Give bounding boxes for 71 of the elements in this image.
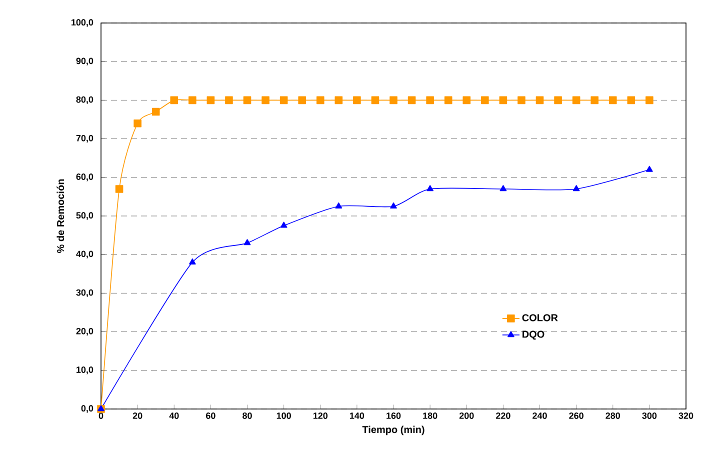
point <box>646 166 653 172</box>
x-tick-label: 320 <box>678 412 694 419</box>
point <box>554 96 562 104</box>
x-tick-label: 100 <box>276 412 291 419</box>
point <box>444 96 452 104</box>
point <box>316 96 324 104</box>
x-tick-label: 120 <box>313 412 328 419</box>
point <box>426 96 434 104</box>
point <box>390 96 398 104</box>
point <box>371 96 380 104</box>
y-tick-label: 20,0 <box>76 328 94 336</box>
y-tick-label: 30,0 <box>76 289 94 298</box>
point <box>572 96 580 104</box>
point <box>627 96 636 104</box>
legend-label: COLOR <box>522 314 558 322</box>
point <box>590 96 598 104</box>
x-tick-label: 280 <box>606 412 620 419</box>
point <box>206 96 215 104</box>
point <box>244 239 251 246</box>
point <box>225 96 233 104</box>
point <box>426 185 434 192</box>
y-tick-label: 80,0 <box>76 96 94 104</box>
x-tick-label: 260 <box>569 412 584 419</box>
point <box>262 96 270 104</box>
y-tick-label: 40,0 <box>76 250 94 258</box>
y-tick-label: 70,0 <box>76 134 94 143</box>
point <box>499 96 508 104</box>
point <box>243 96 252 104</box>
point <box>335 202 342 208</box>
x-tick-label: 180 <box>423 412 438 419</box>
x-tick-label: 60 <box>206 412 216 419</box>
point <box>152 108 160 116</box>
x-tick-label: 160 <box>386 412 401 419</box>
point <box>188 96 196 104</box>
point <box>280 96 288 104</box>
point <box>170 96 178 104</box>
x-tick-label: 0 <box>98 412 104 419</box>
y-tick-label: 10,0 <box>76 366 94 374</box>
x-tick-label: 240 <box>532 412 547 419</box>
point <box>500 185 507 192</box>
x-tick-label: 80 <box>242 412 252 419</box>
x-tick-label: 20 <box>132 412 142 419</box>
point <box>572 185 580 192</box>
x-tick-label: 140 <box>350 412 364 419</box>
x-tick-label: 300 <box>642 412 657 419</box>
point <box>134 119 142 128</box>
x-tick-label: 220 <box>496 412 510 419</box>
point <box>462 96 471 104</box>
y-tick-label: 90,0 <box>76 58 94 66</box>
y-axis-title: % de Remoción <box>56 179 64 253</box>
point <box>353 96 361 104</box>
y-tick-label: 0,0 <box>81 405 94 413</box>
point <box>408 96 416 104</box>
point <box>481 96 489 104</box>
legend-label: DQO <box>522 330 544 340</box>
x-axis-title: Tiempo (min) <box>362 426 424 436</box>
point <box>518 96 526 104</box>
point <box>298 96 306 104</box>
point <box>115 185 124 193</box>
point <box>280 222 288 228</box>
point <box>188 258 196 264</box>
point <box>334 96 343 104</box>
point <box>608 96 617 104</box>
y-tick-label: 60,0 <box>76 174 94 182</box>
y-tick-label: 100,0 <box>72 19 94 27</box>
point <box>390 202 397 208</box>
point <box>536 96 544 104</box>
point <box>646 96 654 104</box>
y-tick-label: 50,0 <box>76 212 94 220</box>
x-tick-label: 40 <box>169 412 179 419</box>
x-tick-label: 200 <box>459 412 474 419</box>
